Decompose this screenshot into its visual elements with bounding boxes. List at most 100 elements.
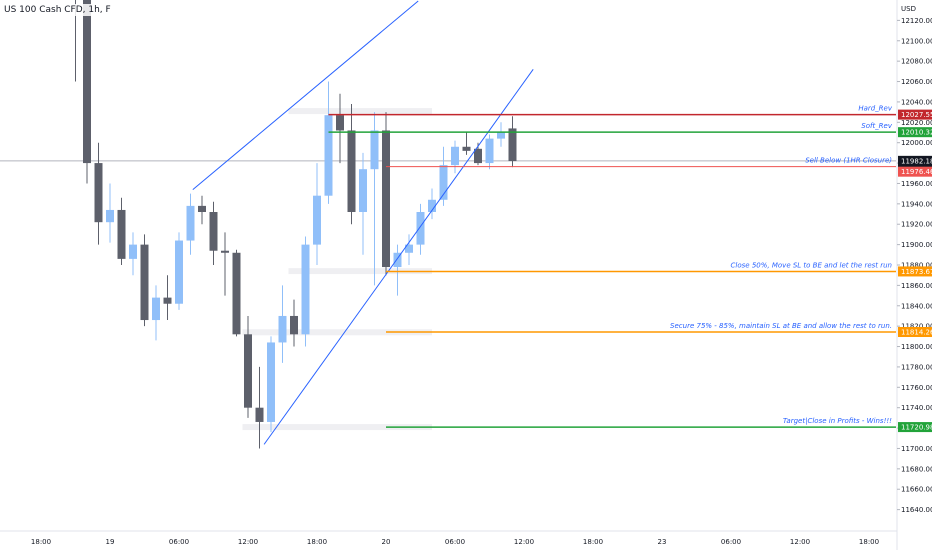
- candle-body: [508, 128, 517, 162]
- candle-body: [290, 315, 298, 335]
- level-zone: [288, 268, 432, 275]
- candle: [186, 193, 195, 255]
- candle-body: [186, 205, 195, 241]
- candle-body: [462, 146, 471, 151]
- candle-body: [474, 148, 482, 164]
- price-tick-label: 11660.00: [901, 486, 932, 494]
- candle: [382, 112, 390, 276]
- time-tick-label: 12:00: [790, 538, 810, 546]
- candle: [439, 146, 448, 206]
- candle-body: [359, 169, 367, 212]
- time-tick-label: 06:00: [169, 538, 189, 546]
- price-tick-label: 12060.00: [901, 78, 932, 86]
- candle-body: [232, 252, 241, 335]
- candle: [267, 336, 275, 433]
- candle-body: [428, 199, 436, 212]
- candle-body: [221, 250, 229, 253]
- candle-body: [393, 252, 402, 268]
- price-tick-label: 11760.00: [901, 384, 932, 392]
- candle-body: [451, 146, 459, 166]
- candle: [347, 103, 356, 225]
- candle: [140, 234, 149, 327]
- candle: [359, 152, 367, 255]
- price-tick-label: 12020.00: [901, 119, 932, 127]
- time-tick-label: 18:00: [859, 538, 879, 546]
- price-tick-label: 11900.00: [901, 241, 932, 249]
- time-tick-label: 20: [382, 538, 391, 546]
- candle-body: [175, 240, 183, 304]
- candle-body: [117, 209, 126, 259]
- candle: [336, 93, 344, 164]
- candle-body: [244, 334, 252, 408]
- time-tick-label: 18:00: [31, 538, 51, 546]
- candle-body: [439, 165, 448, 200]
- price-tick-label: 11780.00: [901, 363, 932, 371]
- candle-body: [94, 163, 103, 223]
- price-tick-label: 11700.00: [901, 445, 932, 453]
- candle: [83, 0, 91, 184]
- candle-body: [324, 115, 333, 196]
- price-tick-label: 11680.00: [901, 465, 932, 473]
- price-tick-label: 12080.00: [901, 58, 932, 66]
- price-tick-label: 11740.00: [901, 404, 932, 412]
- candle: [198, 195, 206, 225]
- price-tick-label: 11860.00: [901, 282, 932, 290]
- candle-body: [129, 244, 137, 259]
- candle-body: [416, 212, 425, 245]
- candle-body: [336, 115, 344, 131]
- time-tick-label: 18:00: [307, 538, 327, 546]
- level-label: Secure 75% - 85%, maintain SL at BE and …: [670, 322, 892, 330]
- price-tag-label: 11720.98: [901, 424, 932, 432]
- trendline: [192, 0, 419, 190]
- candle-body: [140, 244, 149, 321]
- candle: [370, 112, 379, 286]
- candle: [462, 132, 471, 155]
- candle: [221, 232, 229, 296]
- candle-body: [209, 212, 218, 251]
- candle: [94, 142, 103, 245]
- price-tag-label: 12027.55: [901, 111, 932, 119]
- price-tag-label: 11873.67: [901, 268, 932, 276]
- candle: [244, 315, 252, 418]
- candle: [106, 183, 114, 243]
- candle: [290, 299, 298, 347]
- time-tick-label: 18:00: [583, 538, 603, 546]
- candle: [405, 234, 413, 265]
- candle-body: [83, 0, 91, 164]
- candle: [117, 197, 126, 265]
- level-zone: [288, 108, 432, 115]
- price-tick-label: 11880.00: [901, 262, 932, 270]
- price-tag: [898, 327, 932, 338]
- candle: [451, 140, 459, 174]
- candle: [497, 122, 505, 147]
- candle: [152, 285, 160, 341]
- candle-body: [347, 130, 356, 212]
- candle: [278, 285, 287, 363]
- candle-body: [313, 195, 321, 245]
- price-tick-label: 12000.00: [901, 139, 932, 147]
- candle: [313, 163, 321, 265]
- candle-body: [405, 244, 413, 253]
- price-tick-label: 11800.00: [901, 343, 932, 351]
- candle-body: [497, 132, 505, 139]
- candle-body: [382, 130, 390, 268]
- candle: [301, 236, 310, 347]
- price-tick-label: 11940.00: [901, 200, 932, 208]
- candle-body: [267, 342, 275, 422]
- price-tag: [898, 127, 932, 138]
- candle-body: [255, 407, 264, 422]
- price-tick-label: 11820.00: [901, 323, 932, 331]
- price-tag-label: 11976.46: [901, 168, 932, 176]
- price-tag: [898, 266, 932, 277]
- candle: [393, 244, 402, 296]
- time-tick-label: 23: [658, 538, 667, 546]
- time-tick-label: 19: [106, 538, 115, 546]
- candle-body: [301, 244, 310, 335]
- level-zone: [242, 329, 432, 336]
- time-tick-label: 12:00: [514, 538, 534, 546]
- candle-body: [198, 205, 206, 212]
- price-tag-label: 11814.26: [901, 329, 932, 337]
- candle: [232, 249, 241, 337]
